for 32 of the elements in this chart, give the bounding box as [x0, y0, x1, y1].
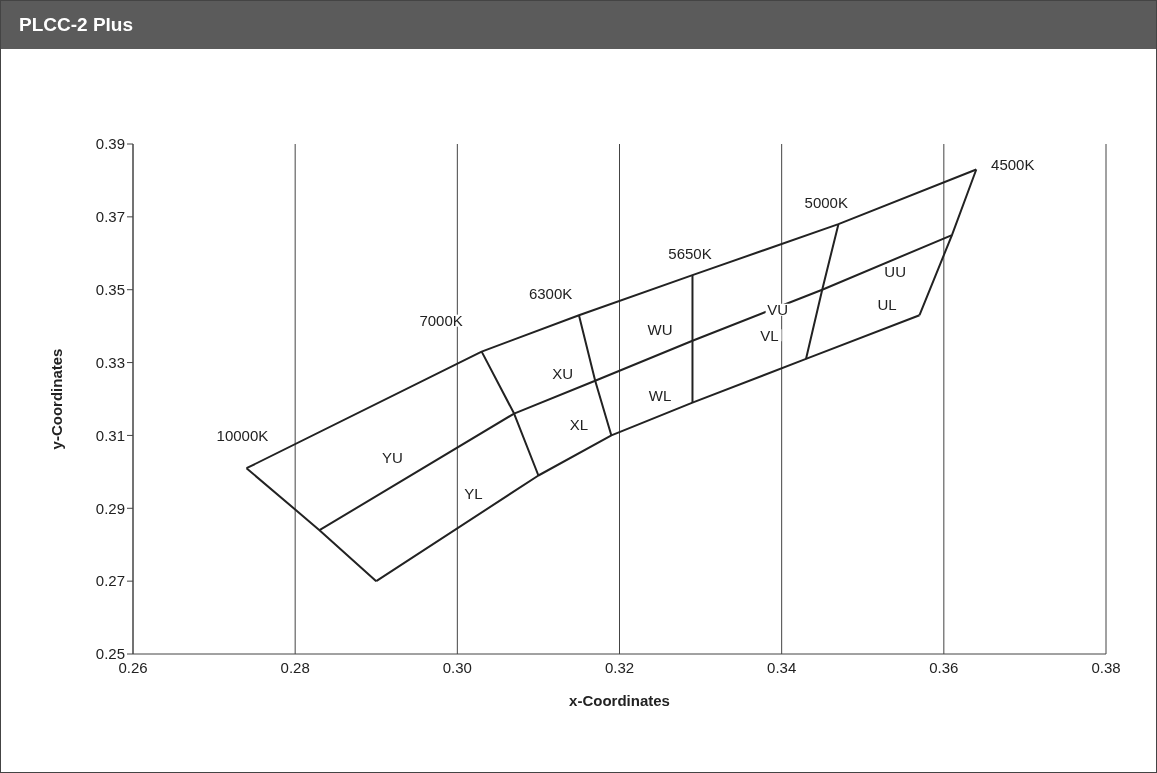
- annotation: XL: [569, 416, 589, 433]
- annotation: 5000K: [804, 193, 848, 211]
- y-axis-title: y-Coordinates: [48, 348, 66, 450]
- annotation: 10000K: [216, 426, 269, 444]
- y-tick-label: 0.33: [95, 353, 125, 371]
- annotation: UU: [884, 263, 907, 280]
- annotation: VU: [767, 301, 789, 319]
- annotation: YU: [382, 448, 403, 466]
- annotation: WL: [648, 386, 672, 404]
- x-tick-label: 0.36: [929, 658, 959, 676]
- annotation: UL: [877, 295, 897, 313]
- y-tick-label: 0.31: [95, 426, 125, 444]
- x-tick-label: 0.34: [767, 658, 797, 676]
- y-tick-label: 0.35: [95, 281, 125, 299]
- y-tick-label: 0.29: [95, 499, 125, 517]
- annotation: 4500K: [991, 155, 1035, 173]
- y-tick-label: 0.27: [95, 572, 125, 590]
- annotation: VL: [760, 326, 779, 344]
- annotation: 6300K: [528, 284, 573, 302]
- x-tick-label: 0.30: [442, 658, 472, 676]
- annotation: YL: [464, 485, 483, 503]
- x-tick-label: 0.32: [604, 658, 635, 676]
- y-tick-label: 0.37: [95, 208, 125, 226]
- annotation: 7000K: [419, 312, 463, 330]
- annotation: WU: [647, 321, 673, 339]
- x-tick-label: 0.38: [1091, 658, 1121, 676]
- y-tick-label: 0.39: [95, 135, 125, 153]
- annotation: XU: [552, 365, 574, 382]
- annotation: 5650K: [668, 244, 712, 262]
- x-tick-label: 0.28: [280, 658, 310, 676]
- x-axis-title: x-Coordinates: [569, 692, 670, 709]
- chart-title: PLCC-2 Plus: [1, 1, 1156, 49]
